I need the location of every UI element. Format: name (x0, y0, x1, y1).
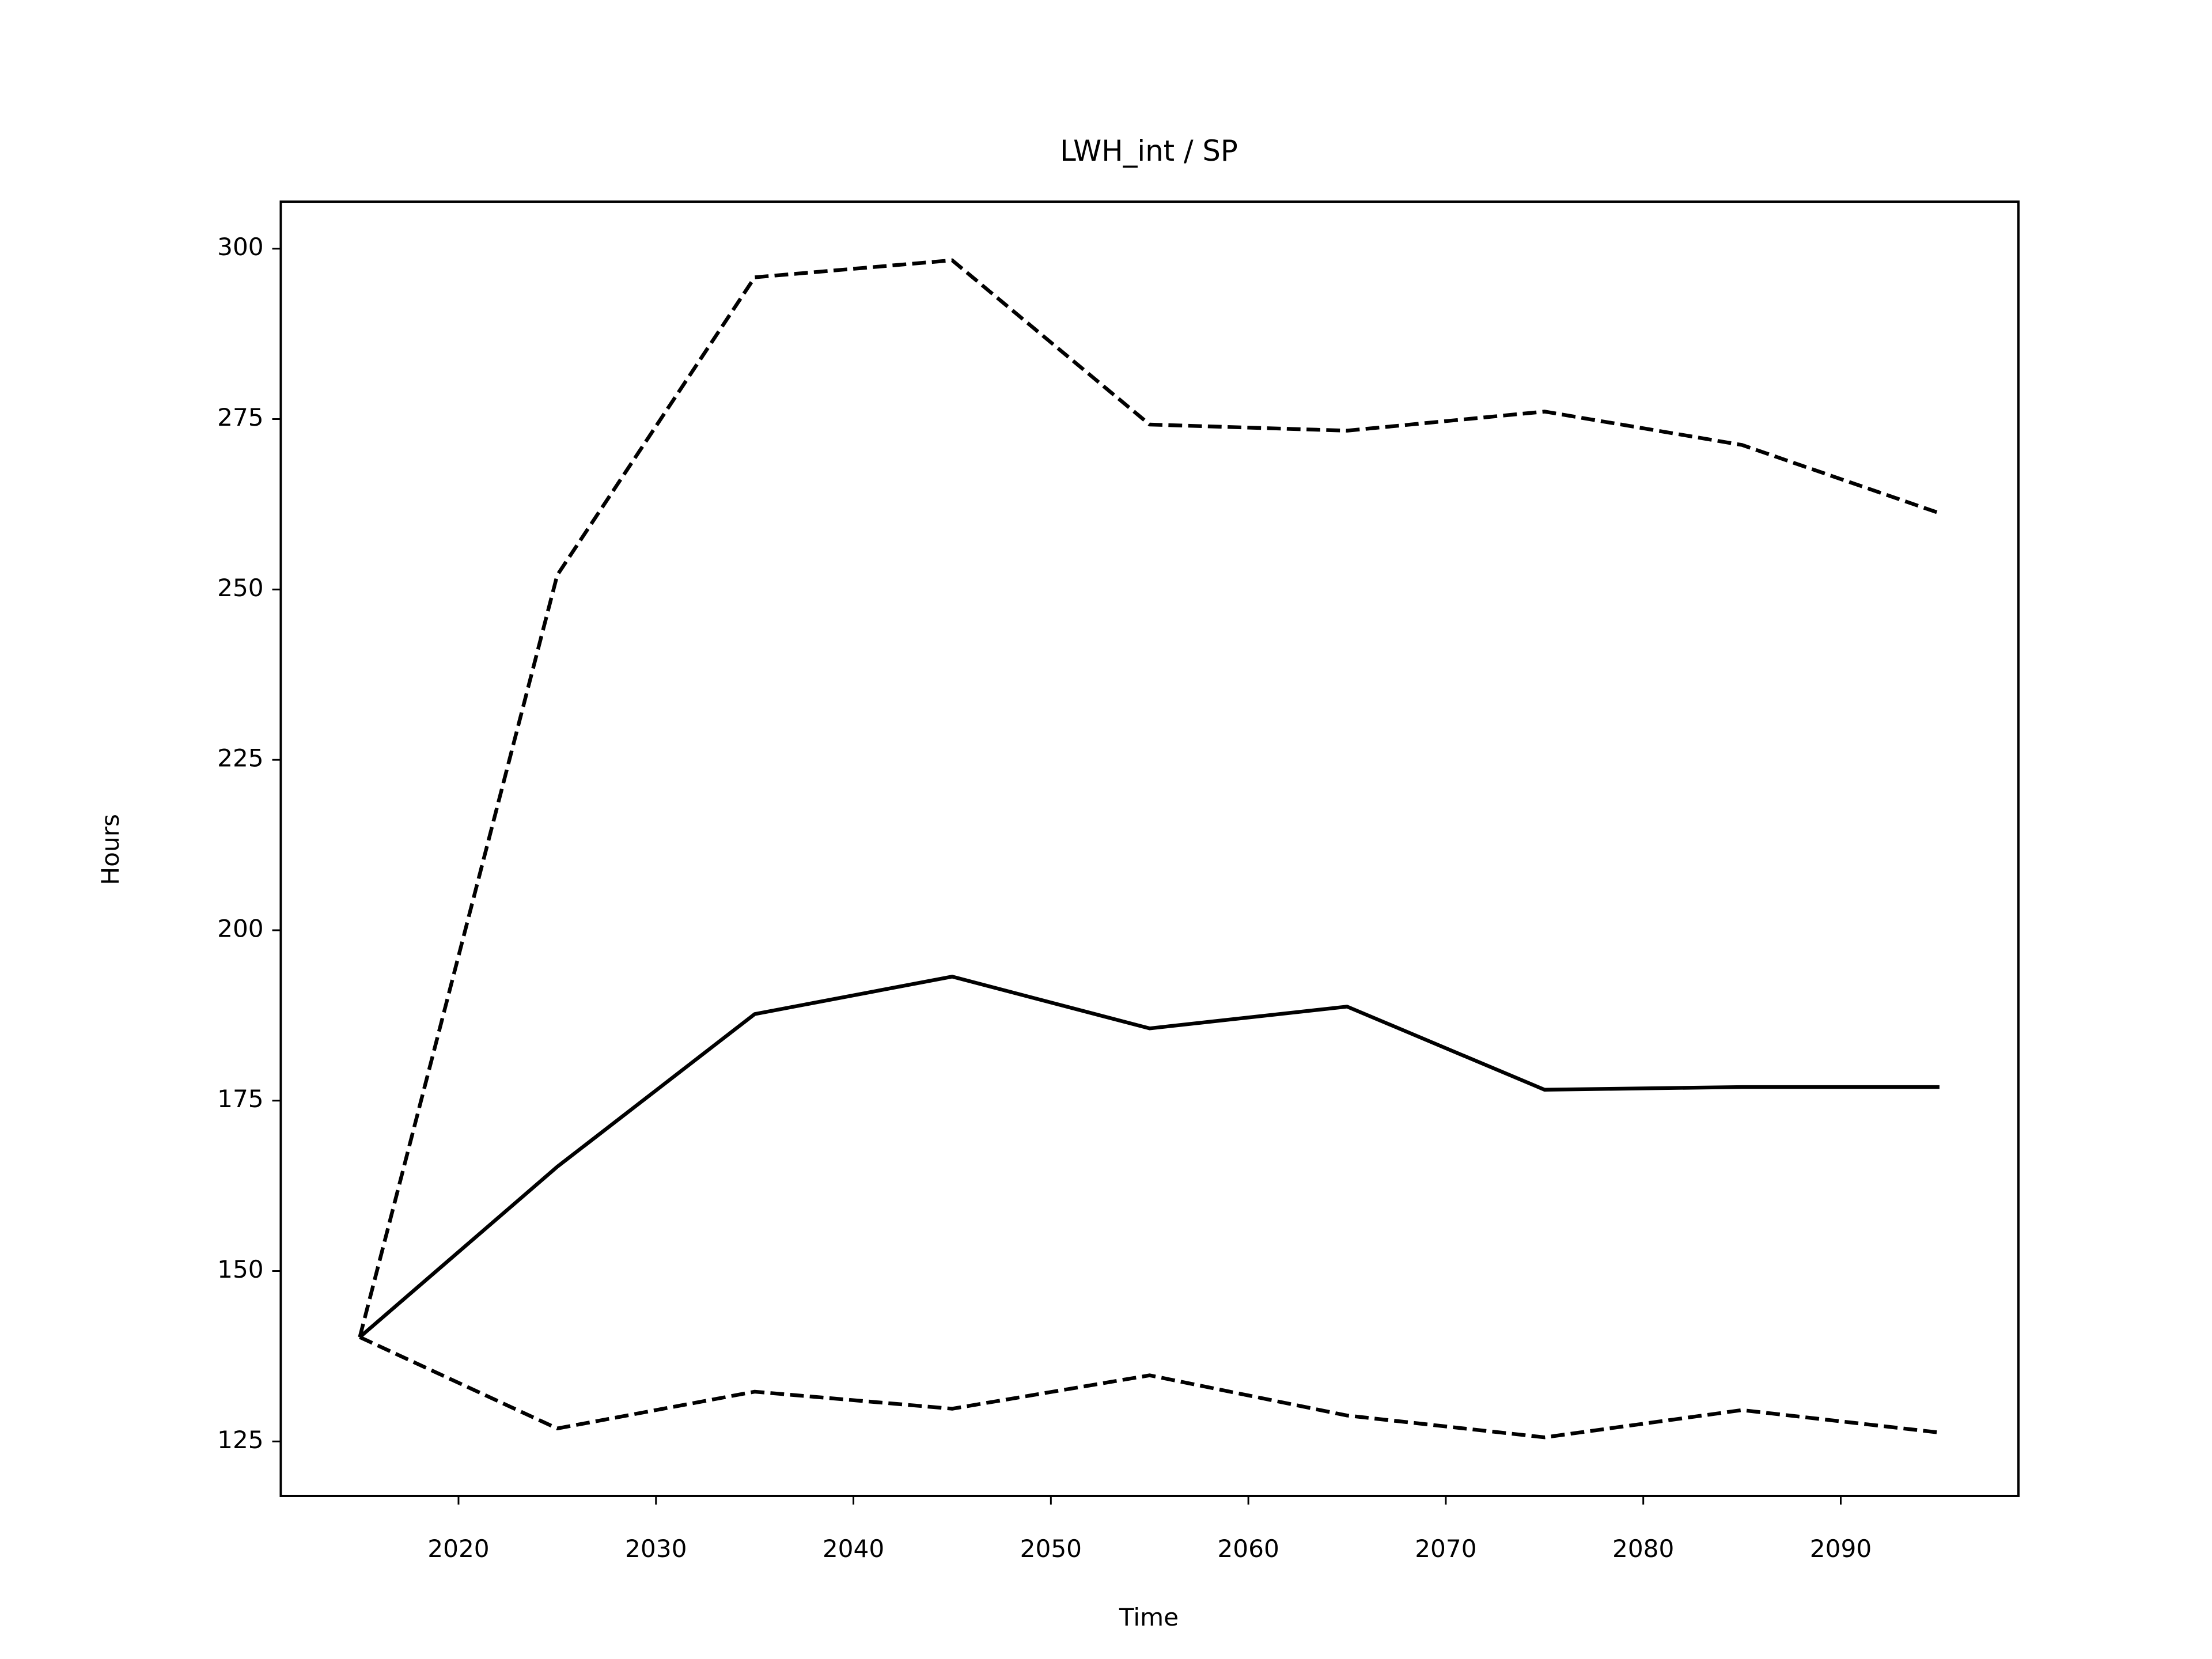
chart-title: LWH_int / SP (1060, 134, 1238, 168)
x-tick-label: 2070 (1415, 1535, 1476, 1563)
x-axis-label: Time (1119, 1603, 1179, 1631)
x-tick-label: 2080 (1612, 1535, 1674, 1563)
x-tick-label: 2020 (427, 1535, 489, 1563)
y-tick-label: 250 (217, 574, 264, 602)
series-line (358, 258, 1940, 1338)
y-tick-label: 275 (217, 403, 264, 431)
y-tick-label: 200 (217, 914, 264, 942)
series-line (359, 1335, 1940, 1440)
y-tick-label: 150 (217, 1255, 264, 1283)
x-tick-label: 2090 (1810, 1535, 1872, 1563)
y-tick-label: 300 (217, 233, 264, 261)
y-tick-label: 225 (217, 744, 264, 772)
x-tick-label: 2040 (823, 1535, 884, 1563)
plot-frame (279, 200, 2020, 1497)
y-axis-label: Hours (96, 814, 124, 885)
x-tick-label: 2030 (625, 1535, 687, 1563)
y-tick-label: 175 (217, 1085, 264, 1113)
x-tick-label: 2050 (1020, 1535, 1082, 1563)
y-tick-label: 125 (217, 1426, 264, 1454)
x-tick-label: 2060 (1217, 1535, 1279, 1563)
series-line (358, 975, 1940, 1339)
